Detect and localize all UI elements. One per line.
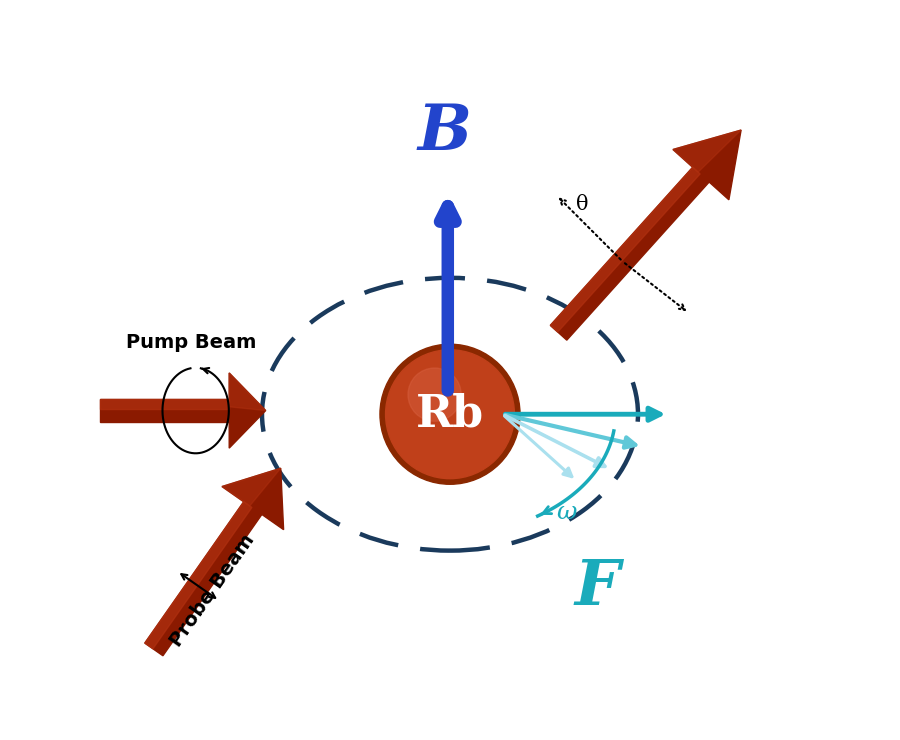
Polygon shape xyxy=(145,502,252,649)
Text: θ: θ xyxy=(576,195,589,214)
Polygon shape xyxy=(145,502,262,656)
Text: Probe Beam: Probe Beam xyxy=(167,531,258,650)
Circle shape xyxy=(408,368,461,421)
Polygon shape xyxy=(551,167,709,340)
Circle shape xyxy=(380,344,520,484)
Polygon shape xyxy=(673,130,741,200)
Text: B: B xyxy=(417,102,471,164)
Text: Pump Beam: Pump Beam xyxy=(126,332,256,351)
Circle shape xyxy=(385,350,515,479)
Polygon shape xyxy=(100,400,230,422)
Text: ω: ω xyxy=(556,501,577,524)
Polygon shape xyxy=(230,373,266,448)
Text: Rb: Rb xyxy=(416,393,484,436)
Polygon shape xyxy=(222,468,281,506)
Polygon shape xyxy=(100,400,230,409)
Polygon shape xyxy=(222,468,284,530)
Polygon shape xyxy=(673,130,741,172)
Text: F: F xyxy=(575,556,620,618)
Polygon shape xyxy=(230,373,266,411)
Polygon shape xyxy=(551,167,700,332)
